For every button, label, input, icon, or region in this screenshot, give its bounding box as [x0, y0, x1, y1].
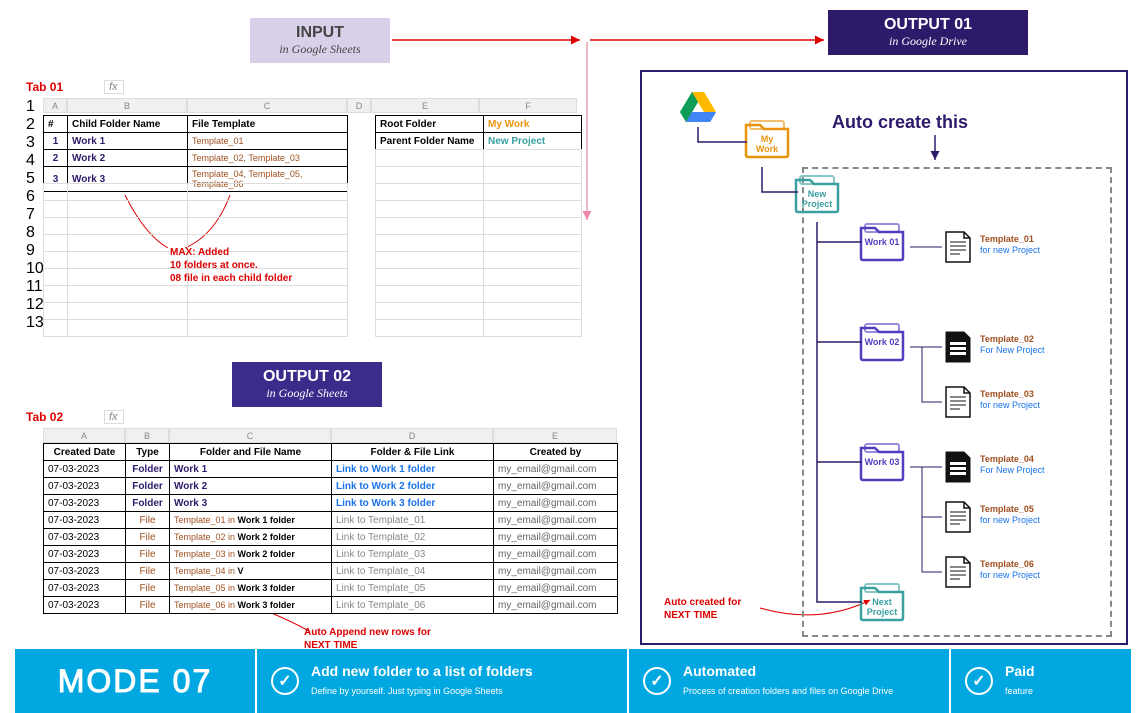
drive-title: Auto create this: [832, 112, 968, 133]
col-header: F: [479, 98, 577, 113]
row-num: 5: [26, 170, 42, 188]
folder-w3-label: Work 03: [857, 458, 907, 468]
footer-item-1: AutomatedProcess of creation folders and…: [629, 649, 949, 713]
tab01-empty-right: [375, 149, 582, 337]
tab01-label: Tab 01: [26, 80, 63, 94]
col-header: A: [43, 98, 67, 113]
tab01-col-headers: ABCDEF: [43, 98, 577, 113]
file-icon: [944, 555, 972, 594]
output02-badge: OUTPUT 02 in Google Sheets: [232, 362, 382, 407]
file-label: Template_06for new Project: [980, 559, 1040, 581]
row-num: 13: [26, 314, 42, 332]
check-icon: [965, 667, 993, 695]
drive-panel: Auto create this My Work New Project Work …: [640, 70, 1128, 645]
file-icon: [944, 385, 972, 424]
row-num: 1: [26, 98, 42, 116]
row-num: 10: [26, 260, 42, 278]
footer-item-2: Paidfeature: [951, 649, 1131, 713]
tab01-row-nums: 12345678910111213: [26, 98, 42, 332]
tab01-fx: fx: [104, 80, 124, 94]
tab01-left-table: #Child Folder NameFile Template1Work 1Te…: [43, 115, 348, 192]
col-header: D: [347, 98, 371, 113]
tab02-table: Created DateTypeFolder and File NameFold…: [43, 443, 618, 614]
row-num: 12: [26, 296, 42, 314]
drive-next-note: Auto created for NEXT TIME: [664, 596, 741, 622]
folder-w2-label: Work 02: [857, 338, 907, 348]
tab01-note: MAX: Added 10 folders at once. 08 file i…: [170, 246, 292, 285]
input-badge: INPUT in Google Sheets: [250, 18, 390, 63]
row-num: 9: [26, 242, 42, 260]
check-icon: [271, 667, 299, 695]
tab01-right-table: Root FolderMy WorkParent Folder NameNew …: [375, 115, 582, 150]
row-num: 11: [26, 278, 42, 296]
row-num: 6: [26, 188, 42, 206]
tab02-label: Tab 02: [26, 410, 63, 424]
output01-badge: OUTPUT 01 in Google Drive: [828, 10, 1028, 55]
row-num: 7: [26, 206, 42, 224]
file-icon: [944, 450, 972, 489]
folder-w1-label: Work 01: [857, 238, 907, 248]
footer-item-0: Add new folder to a list of foldersDefin…: [257, 649, 627, 713]
row-num: 3: [26, 134, 42, 152]
mode07-label: MODE 07: [15, 649, 255, 713]
row-num: 4: [26, 152, 42, 170]
col-header: E: [371, 98, 479, 113]
row-num: 2: [26, 116, 42, 134]
col-header: C: [187, 98, 347, 113]
file-label: Template_02For New Project: [980, 334, 1045, 356]
footer: MODE 07 Add new folder to a list of fold…: [15, 649, 1125, 713]
check-icon: [643, 667, 671, 695]
file-label: Template_03for new Project: [980, 389, 1040, 411]
folder-root-label: My Work: [742, 135, 792, 155]
tab02-col-headers: ABCDE: [43, 428, 617, 443]
col-header: B: [67, 98, 187, 113]
tab02-fx: fx: [104, 410, 124, 424]
file-icon: [944, 330, 972, 369]
file-icon: [944, 230, 972, 269]
folder-parent-label: New Project: [792, 190, 842, 210]
file-label: Template_04For New Project: [980, 454, 1045, 476]
file-label: Template_01for new Project: [980, 234, 1040, 256]
file-label: Template_05for new Project: [980, 504, 1040, 526]
file-icon: [944, 500, 972, 539]
row-num: 8: [26, 224, 42, 242]
drive-logo-icon: [678, 90, 718, 131]
folder-next-label: Next Project: [857, 598, 907, 618]
